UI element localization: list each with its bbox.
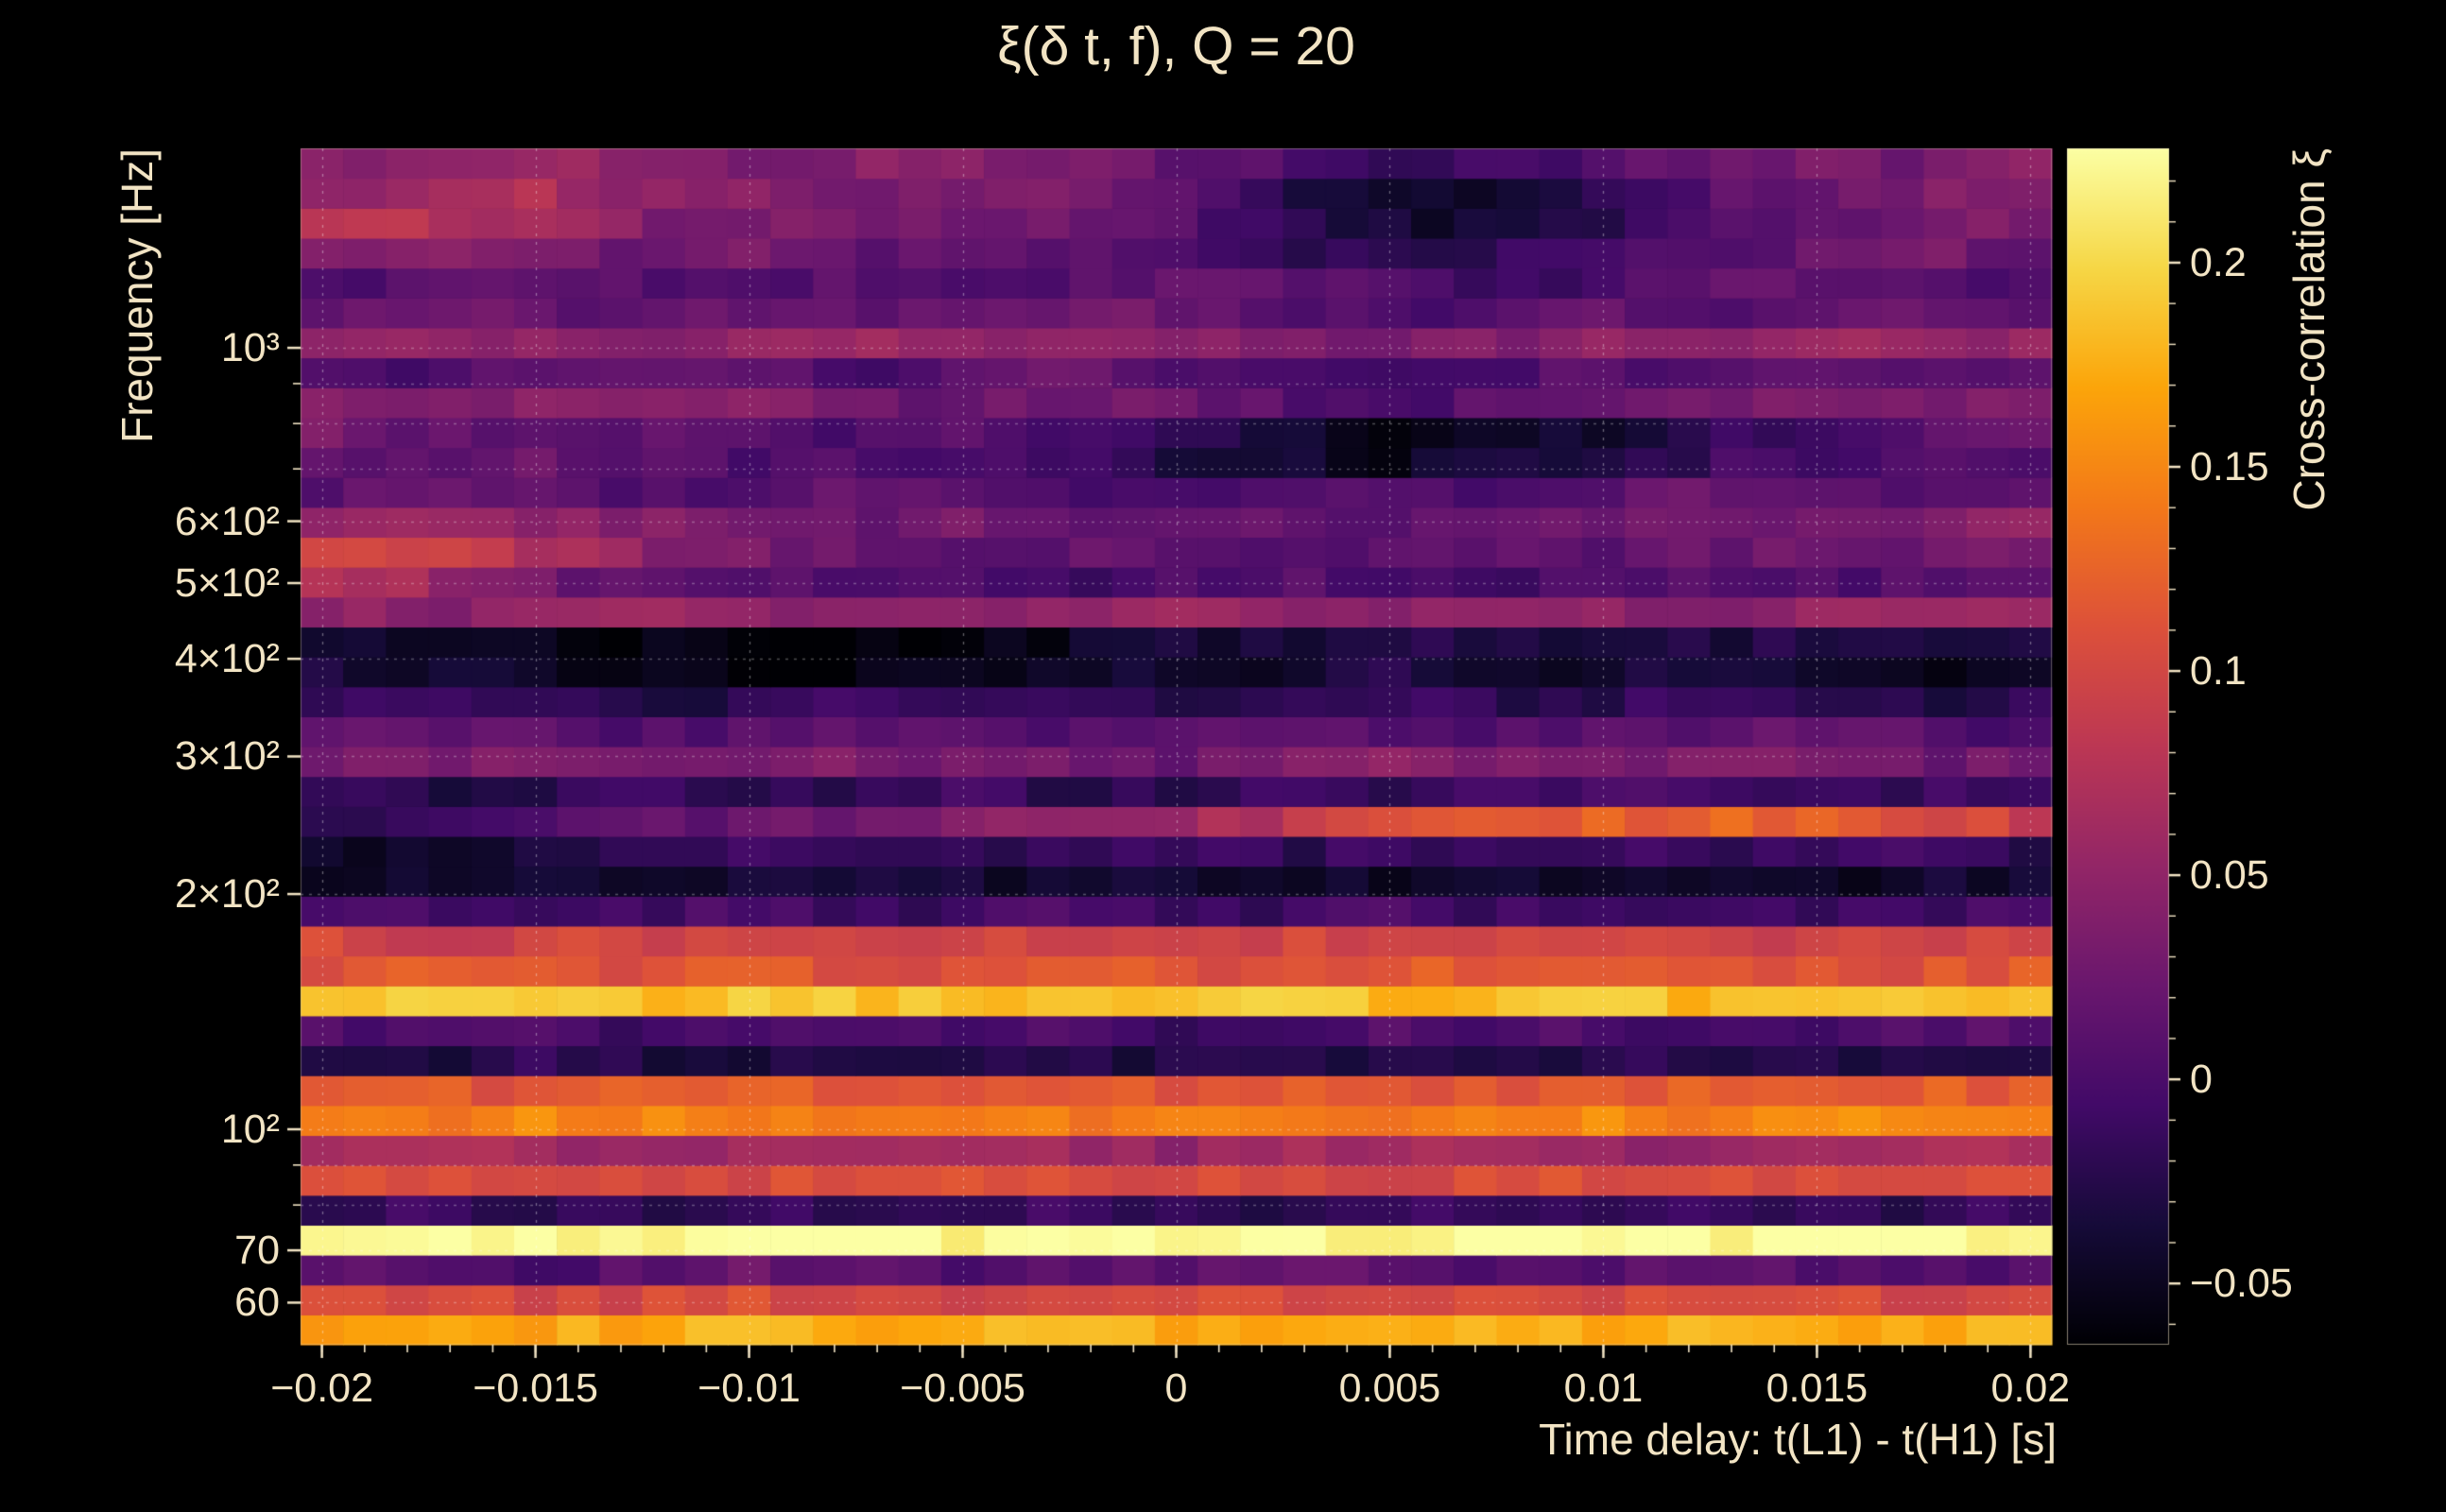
y-tick-label: 10³ (220, 325, 280, 371)
x-tick-label: −0.01 (698, 1366, 801, 1411)
y-tick-label: 6×10² (174, 498, 280, 544)
x-tick-label: 0.01 (1563, 1366, 1644, 1411)
y-tick-label: 10² (220, 1107, 280, 1152)
y-tick-label: 5×10² (174, 560, 280, 606)
x-tick-label: 0.02 (1990, 1366, 2071, 1411)
x-tick-label: 0 (1164, 1366, 1188, 1411)
x-axis-title: Time delay: t(L1) - t(H1) [s] (1539, 1415, 2057, 1464)
colorbar-tick-label: 0.2 (2190, 239, 2247, 285)
y-tick-label: 3×10² (174, 733, 280, 780)
colorbar-tick-label: 0.1 (2190, 648, 2247, 695)
y-tick-label: 2×10² (174, 871, 280, 918)
chart-title: ξ(δ t, f), Q = 20 (997, 16, 1355, 77)
colorbar-tick-label: 0 (2190, 1057, 2213, 1103)
x-tick-label: −0.005 (900, 1366, 1025, 1411)
colorbar-tick-label: 0.05 (2190, 852, 2269, 899)
y-axis-title: Frequency [Hz] (112, 148, 162, 443)
colorbar-title: Cross-correlation ξ (2284, 148, 2334, 511)
x-tick-label: 0.005 (1338, 1366, 1441, 1411)
y-tick-label: 60 (234, 1280, 280, 1326)
x-tick-label: −0.02 (270, 1366, 373, 1411)
colorbar-tick-label: −0.05 (2190, 1261, 2293, 1307)
x-tick-label: 0.015 (1766, 1366, 1869, 1411)
x-tick-label: −0.015 (473, 1366, 598, 1411)
colorbar-tick-label: 0.15 (2190, 444, 2269, 490)
y-tick-label: 4×10² (174, 636, 280, 682)
y-tick-label: 70 (234, 1228, 280, 1274)
